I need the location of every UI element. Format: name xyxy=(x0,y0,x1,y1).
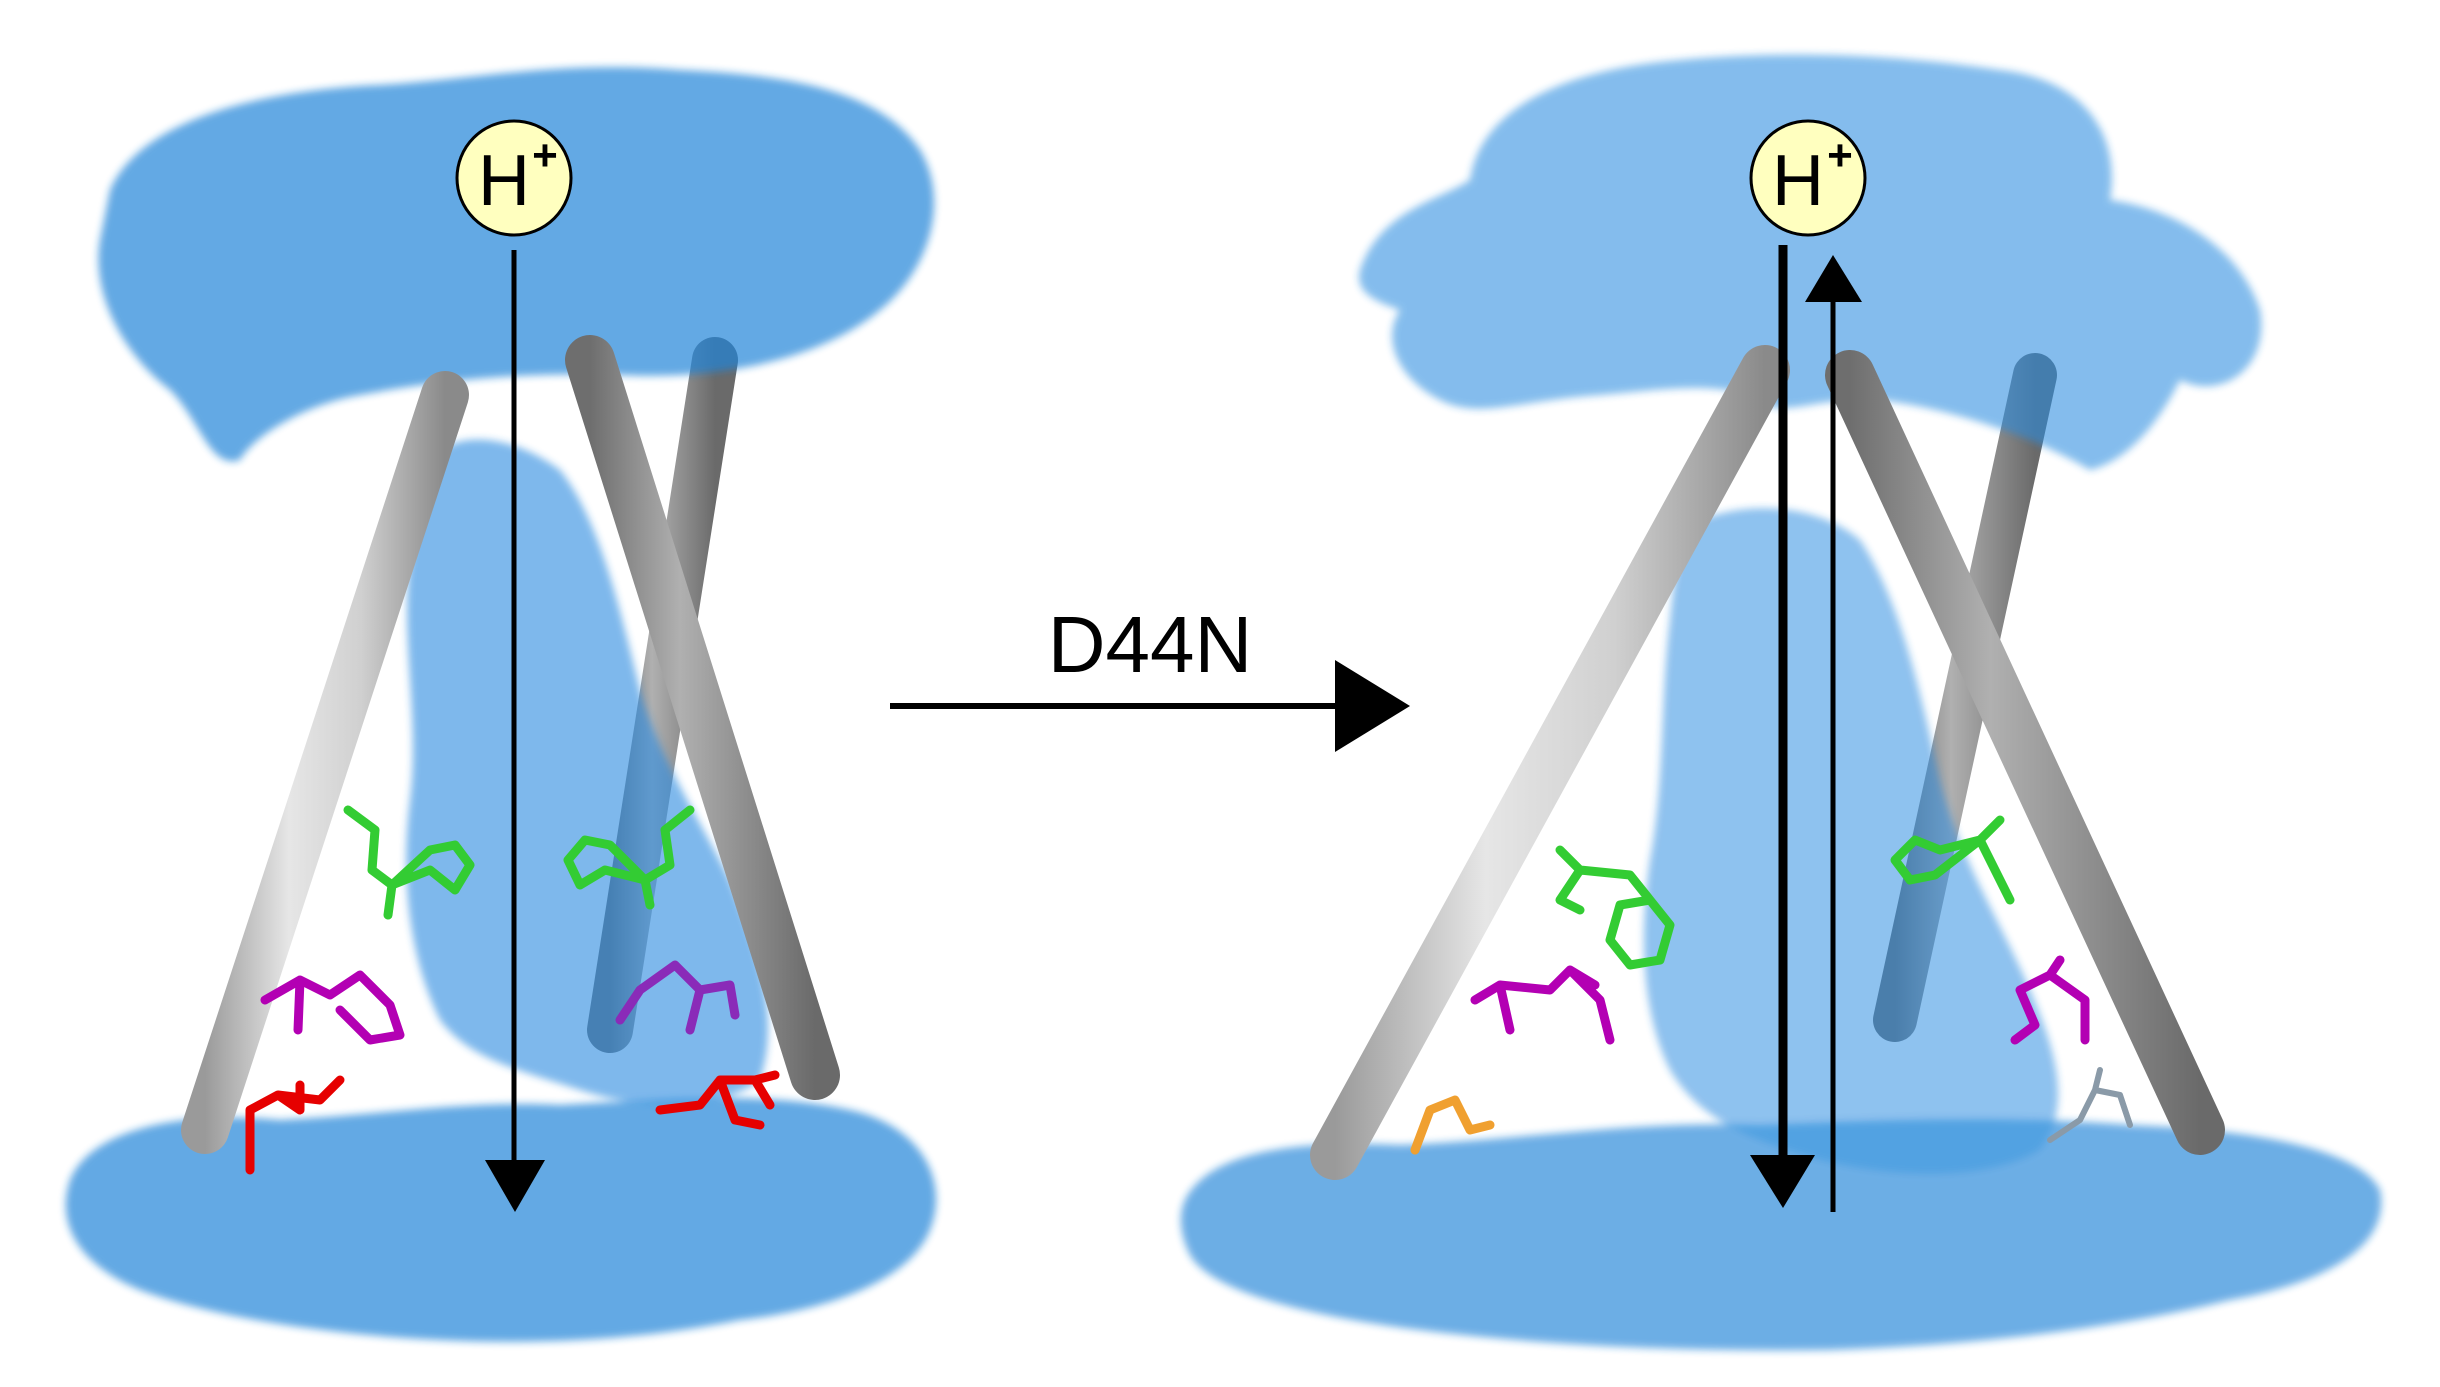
helix-cylinder xyxy=(1310,345,1790,1180)
transition-arrowhead xyxy=(1335,660,1410,752)
channel-water xyxy=(1644,508,2059,1174)
proton-symbol: H xyxy=(1772,141,1824,221)
residue-magenta xyxy=(615,960,740,1035)
mutation-label: D44N xyxy=(1048,600,1253,689)
left-residues xyxy=(245,805,780,1175)
residue-green xyxy=(563,805,695,910)
upper-water-cap xyxy=(1359,54,2262,470)
arrowhead-down xyxy=(485,1160,545,1212)
right-helices-front xyxy=(1310,345,2225,1180)
residue-magenta xyxy=(1470,965,1615,1045)
residue-orange xyxy=(1410,1095,1495,1155)
residue-red xyxy=(655,1070,780,1130)
right-water-density xyxy=(1180,54,2382,1351)
residue-magenta xyxy=(260,970,405,1045)
helix-cylinder xyxy=(565,335,840,1100)
right-panel: H + xyxy=(1180,54,2382,1351)
helix-cylinder xyxy=(1825,350,2225,1155)
residue-red xyxy=(245,1075,345,1175)
left-panel: H + xyxy=(65,67,937,1342)
lower-water-cap xyxy=(1180,1119,2382,1351)
proton-charge: + xyxy=(532,131,558,180)
mutation-transition: D44N xyxy=(890,600,1410,752)
residue-grey xyxy=(2047,1067,2133,1143)
proton-circle xyxy=(455,119,573,237)
residue-green xyxy=(1890,815,2015,905)
residue-green xyxy=(343,805,475,920)
arrowhead-up xyxy=(1805,255,1862,302)
arrowhead-down xyxy=(1750,1155,1815,1208)
channel-water xyxy=(406,439,769,1104)
residue-green xyxy=(1555,845,1675,970)
lower-water-cap xyxy=(65,1098,937,1342)
left-proton-marker: H + xyxy=(455,119,573,237)
proton-charge: + xyxy=(1827,131,1853,180)
right-proton-marker: H + xyxy=(1749,119,1867,237)
residue-magenta xyxy=(2010,955,2090,1045)
helix-cylinder xyxy=(181,371,469,1154)
proton-circle xyxy=(1749,119,1867,237)
right-residues xyxy=(1410,815,2133,1155)
left-helices-front xyxy=(181,335,840,1154)
proton-symbol: H xyxy=(478,141,530,221)
